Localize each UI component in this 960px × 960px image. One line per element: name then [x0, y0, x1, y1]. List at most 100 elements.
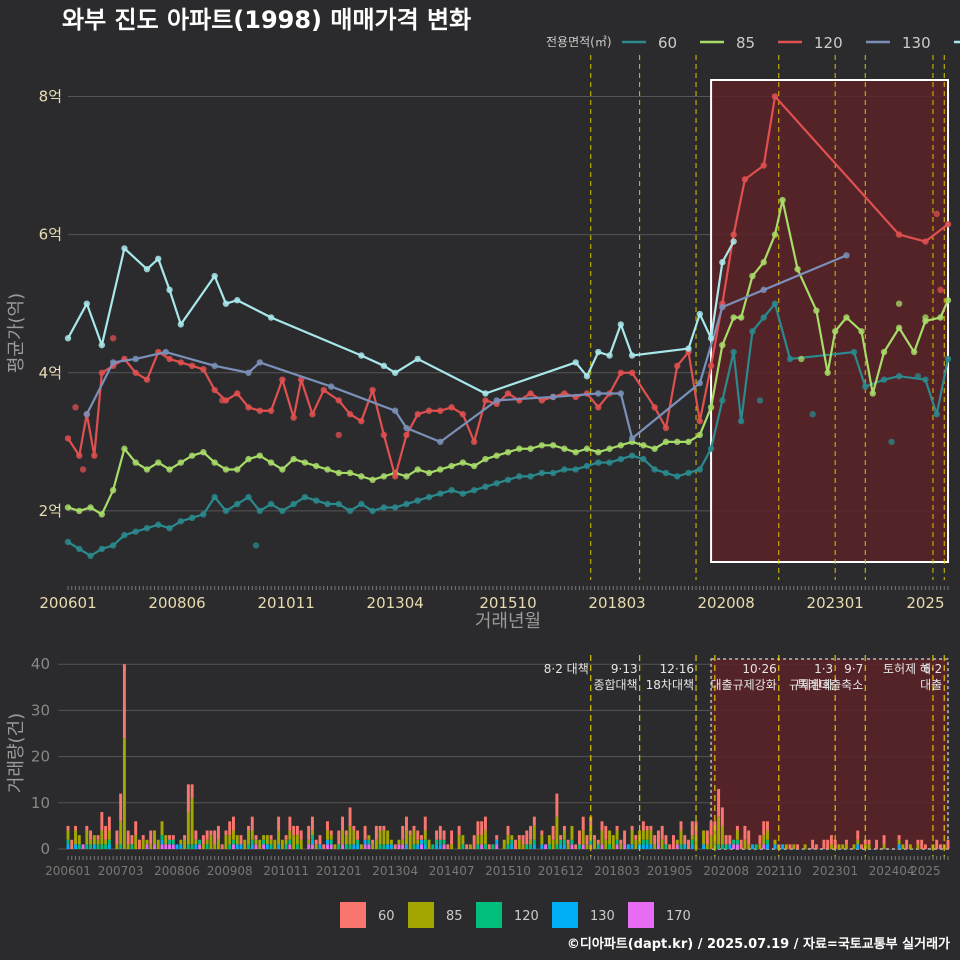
volume-bar [540, 835, 544, 845]
data-point-60 [493, 480, 500, 487]
volume-bar [773, 844, 777, 849]
volume-bar [619, 839, 623, 845]
volume-bar [788, 844, 792, 849]
volume-bar [295, 835, 299, 845]
volume-bar [322, 844, 326, 849]
volume-bar [326, 830, 329, 840]
volume-bar [363, 839, 367, 845]
data-point-85 [234, 466, 241, 473]
data-point-60 [279, 507, 286, 515]
data-point-60 [595, 459, 602, 466]
volume-bar [829, 844, 833, 849]
volume-bar [844, 839, 848, 845]
data-point-120 [403, 431, 410, 439]
data-point-130 [211, 362, 218, 370]
volume-bar [728, 844, 732, 849]
volume-bar [581, 816, 585, 831]
data-point-60 [256, 507, 263, 515]
volume-bar [690, 839, 694, 845]
volume-bar [134, 835, 138, 849]
volume-bar [705, 844, 709, 849]
data-point-170 [606, 352, 613, 359]
volume-bar [645, 830, 649, 840]
data-point-60 [166, 524, 173, 532]
volume-bar [600, 821, 604, 831]
volume-bar [438, 844, 442, 849]
volume-bar [457, 825, 461, 836]
volume-bar [735, 825, 739, 831]
volume-bar [551, 825, 555, 840]
volume-bar [153, 830, 156, 845]
volume-bar [326, 821, 329, 831]
data-point-120 [358, 417, 365, 425]
volume-bar [732, 844, 736, 849]
volume-bar [171, 835, 175, 840]
volume-bar [295, 844, 299, 849]
data-point-130 [328, 383, 335, 390]
policy-annotation: 대출규제강화 [711, 678, 777, 692]
data-point-120 [256, 407, 263, 414]
volume-bar [277, 844, 281, 849]
data-point-60 [391, 504, 399, 511]
data-point-85 [470, 462, 478, 470]
volume-bar [608, 830, 612, 845]
volume-bar [506, 835, 510, 845]
data-point-60 [76, 545, 83, 553]
volume-bar [905, 839, 909, 849]
data-point-120 [72, 404, 79, 411]
volume-bar [254, 835, 258, 840]
data-point-120 [346, 411, 354, 418]
volume-bar [235, 835, 239, 845]
volume-bar [600, 830, 604, 845]
volume-bar [341, 816, 344, 831]
volume-bar [939, 844, 942, 849]
volume-highlight-box [710, 658, 949, 850]
volume-bar [420, 844, 423, 849]
volume-bar [66, 830, 70, 840]
volume-bar [630, 825, 634, 831]
data-point-170 [267, 314, 275, 321]
data-point-130 [403, 424, 410, 432]
data-point-170 [414, 355, 421, 363]
volume-bar [363, 825, 367, 840]
volume-bar [634, 835, 638, 840]
volume-bar [284, 839, 288, 845]
data-point-120 [527, 390, 534, 397]
volume-bar [183, 835, 187, 840]
data-point-85 [335, 469, 342, 477]
volume-bar [288, 839, 292, 845]
volume-bar [141, 839, 145, 849]
data-point-85 [358, 473, 365, 480]
volume-bar [766, 821, 769, 831]
data-point-60 [290, 500, 297, 508]
data-point-120 [79, 466, 87, 473]
volume-bar [555, 816, 559, 845]
volume-bar [916, 839, 920, 845]
volume-bar [468, 844, 472, 849]
volume-bar [649, 830, 653, 845]
volume-bar [337, 830, 341, 845]
data-point-85 [459, 459, 467, 466]
volume-bar [506, 825, 510, 836]
data-point-60 [583, 462, 591, 470]
volume-bar [107, 830, 111, 840]
volume-bar [310, 830, 314, 836]
volume-bar [149, 844, 153, 849]
volume-bar [168, 835, 172, 840]
volume-bar [435, 830, 439, 840]
x-tick-label: 200601 [39, 594, 96, 612]
volume-bar [171, 839, 175, 845]
data-point-120 [76, 452, 83, 459]
volume-bar [615, 825, 619, 831]
volume-bar [232, 839, 235, 845]
volume-bar [344, 835, 348, 845]
volume-bar [348, 844, 352, 849]
data-point-130 [696, 379, 703, 387]
policy-annotation: 18차대책 [646, 677, 694, 692]
volume-bar [739, 839, 743, 849]
data-point-60 [888, 438, 895, 446]
volume-bar [766, 844, 769, 849]
data-point-130 [843, 252, 850, 259]
volume-bar [709, 821, 713, 836]
policy-annotation: 특례대출축소 [797, 678, 863, 692]
